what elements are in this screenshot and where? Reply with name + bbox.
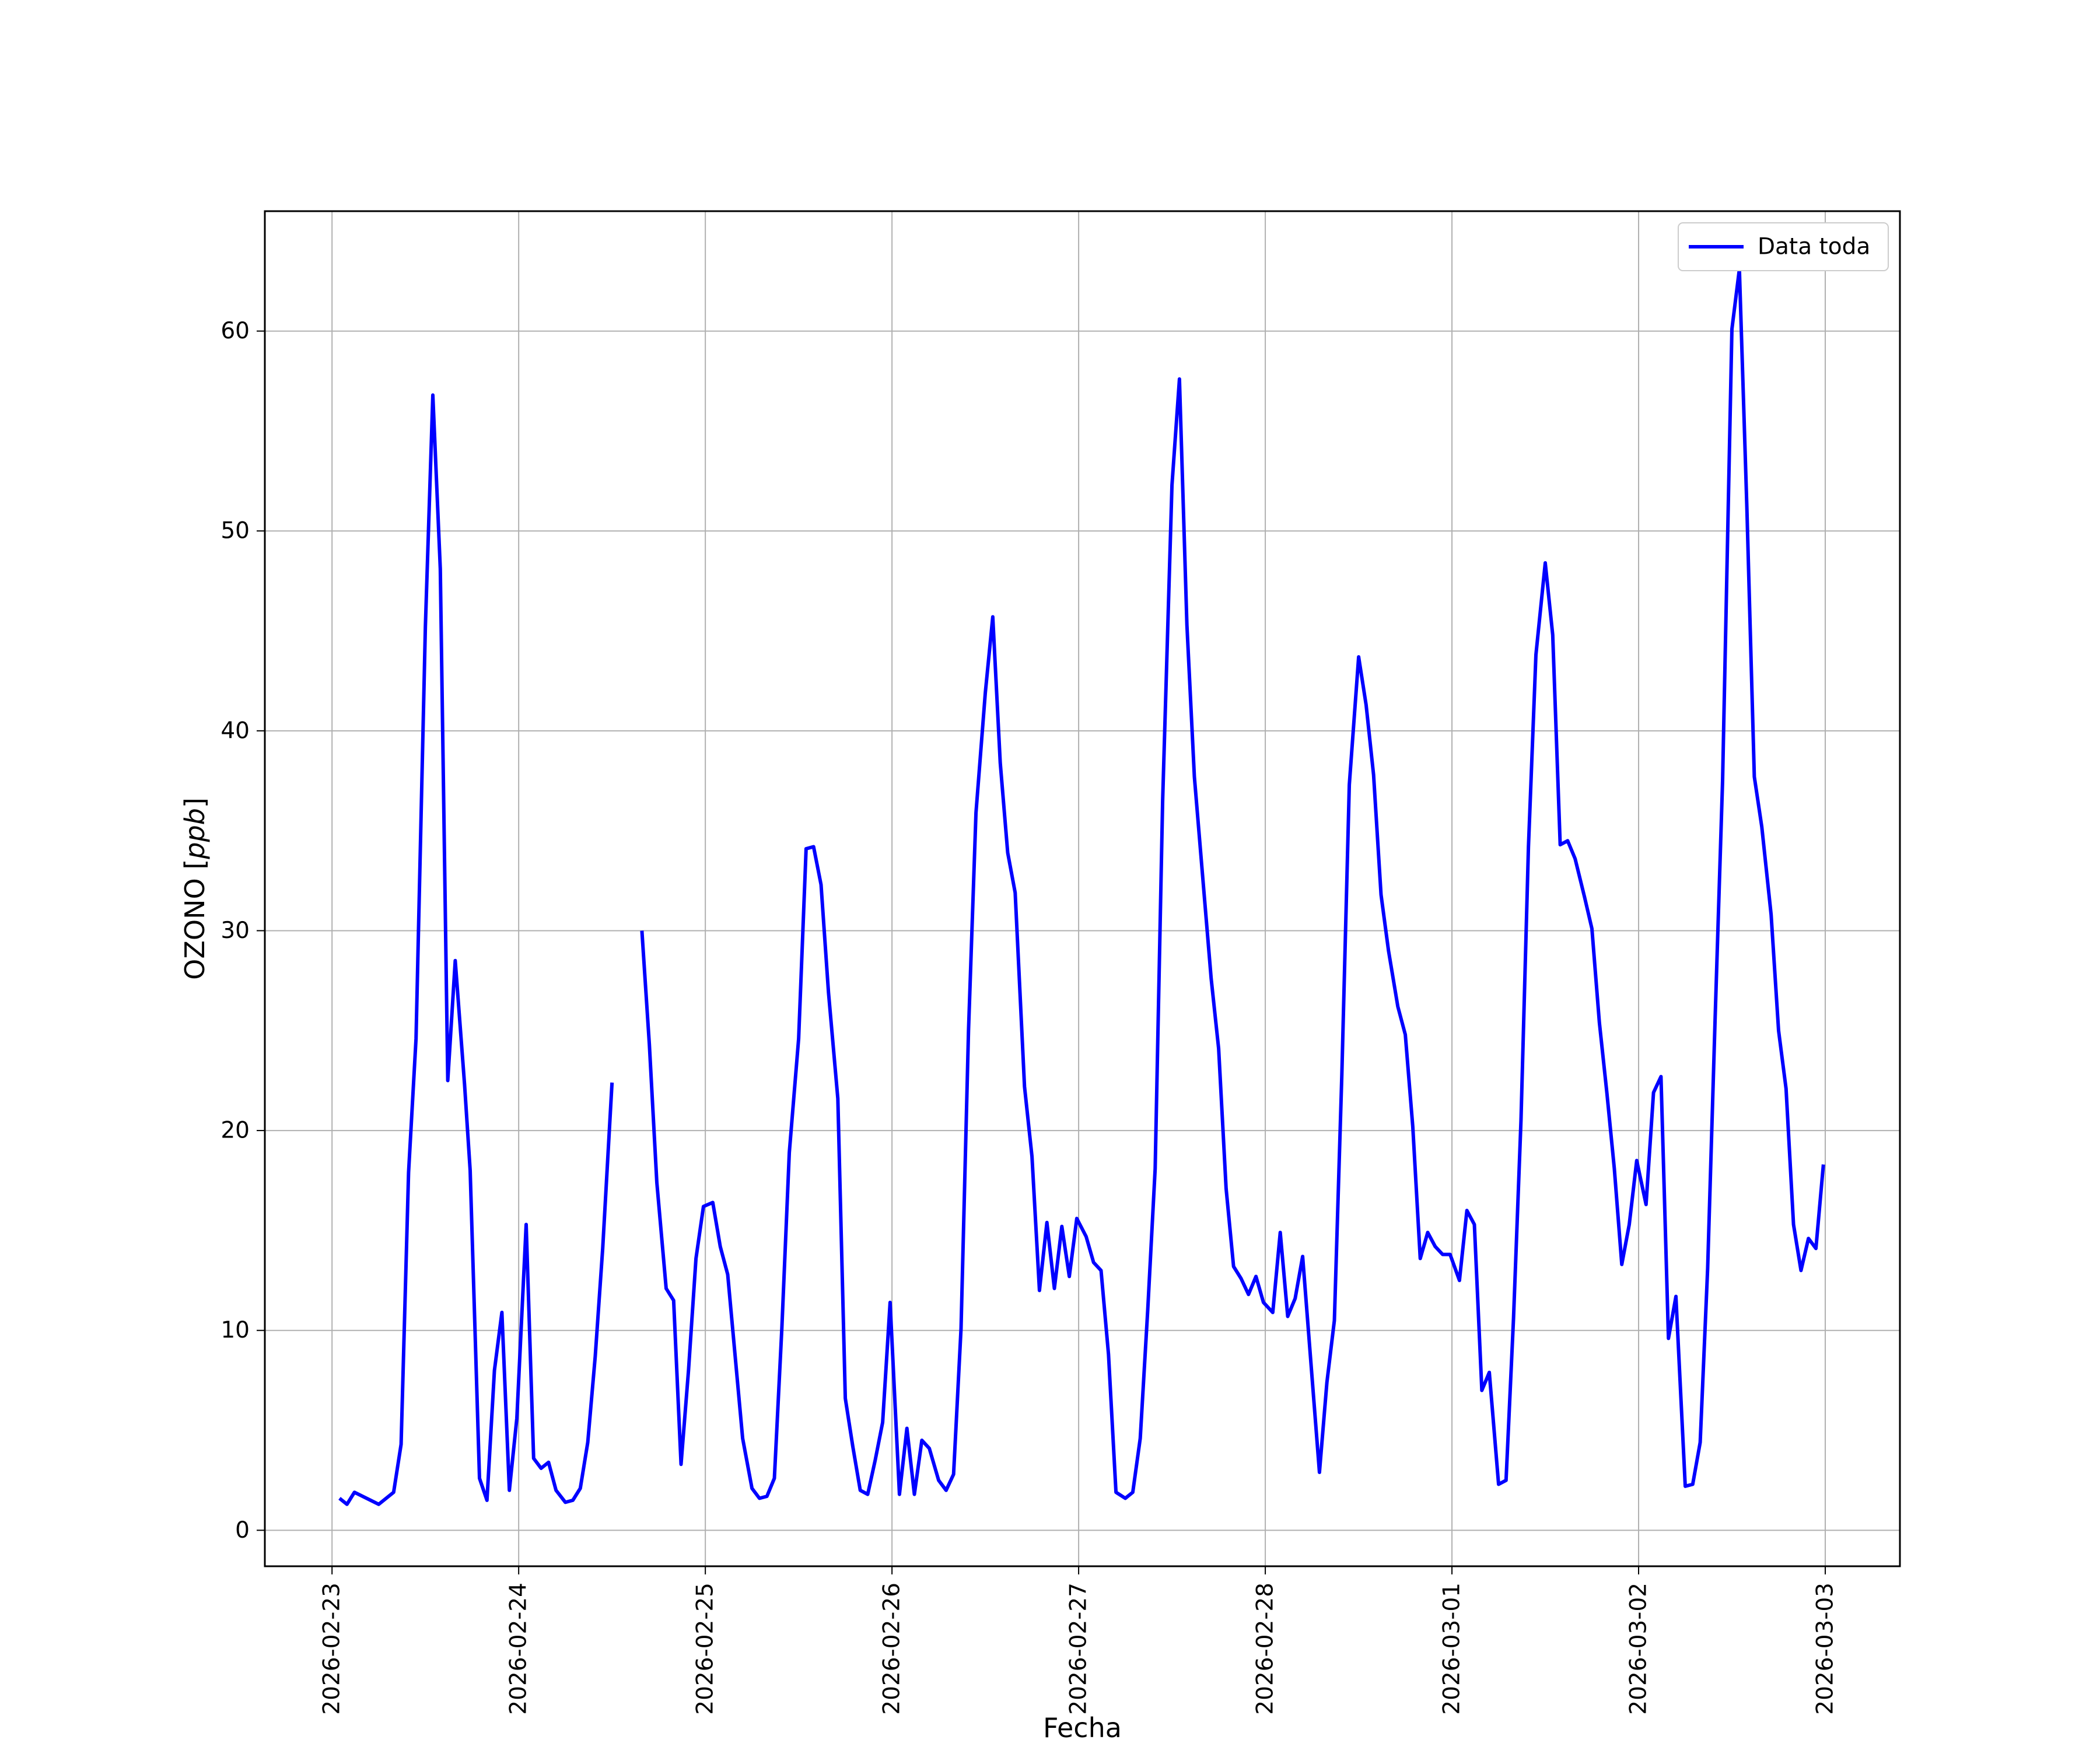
x-axis: 2026-02-23 2026-02-24 2026-02-25 2026-02-26… — [319, 1566, 1839, 1715]
series-line — [640, 267, 1825, 1500]
x-tick-label: 2026-02-27 — [1066, 1583, 1092, 1715]
y-tick-label: 60 — [220, 318, 250, 344]
y-tick-label: 0 — [235, 1517, 250, 1544]
legend-label: Data toda — [1758, 234, 1870, 260]
x-tick-label: 2026-02-24 — [506, 1583, 532, 1715]
series-line — [338, 393, 614, 1506]
x-tick-label: 2026-02-23 — [319, 1583, 345, 1715]
x-tick-label: 2026-03-01 — [1439, 1583, 1465, 1715]
y-axis-label: OZONO [ppb] — [179, 797, 211, 980]
x-tick-label: 2026-02-25 — [692, 1583, 719, 1715]
x-tick-label: 2026-03-03 — [1812, 1583, 1839, 1715]
y-tick-label: 30 — [220, 918, 250, 944]
y-axis: 0 10 20 30 40 50 60 — [220, 318, 265, 1544]
x-tick-label: 2026-02-28 — [1252, 1583, 1279, 1715]
y-axis-label-unit: ppb — [179, 808, 211, 860]
x-tick-label: 2026-02-26 — [879, 1583, 905, 1715]
plot-frame — [264, 210, 1901, 1567]
grid — [265, 211, 1900, 1566]
x-axis-label: Fecha — [1043, 1712, 1122, 1744]
y-axis-label-suffix: ] — [179, 797, 211, 808]
legend-box — [1678, 222, 1889, 271]
y-tick-label: 10 — [220, 1317, 250, 1343]
y-tick-label: 20 — [220, 1118, 250, 1144]
y-tick-label: 50 — [220, 518, 250, 544]
y-axis-label-prefix: OZONO [ — [179, 859, 211, 980]
series-layer — [338, 267, 1825, 1506]
x-tick-label: 2026-03-02 — [1626, 1583, 1652, 1715]
y-tick-label: 40 — [220, 718, 250, 744]
legend: Data toda — [1678, 222, 1889, 271]
